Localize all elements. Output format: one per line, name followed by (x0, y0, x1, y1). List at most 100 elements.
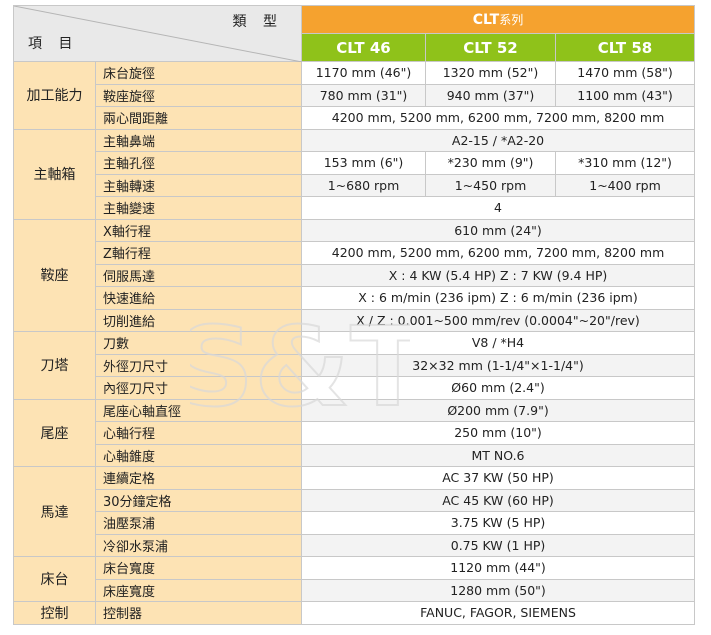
table-row: 30分鐘定格 AC 45 KW (60 HP) (14, 488, 696, 512)
table-row: 刀塔 刀數 V8 / *H4 (13, 331, 696, 400)
item-label: Z軸行程 (95, 241, 302, 265)
table-row: Z軸行程 4200 mm, 5200 mm, 6200 mm, 7200 mm,… (14, 241, 696, 265)
category-cell: 馬達 (13, 466, 96, 557)
table-row: 外徑刀尺寸 32×32 mm (1-1/4"×1-1/4") (14, 353, 696, 377)
item-label: 主軸變速 (95, 196, 302, 220)
diagonal-divider (14, 6, 302, 62)
spec-table: 類 型 項 目 CLT系列 CLT 46 CLT 52 CLT 58 加工能力 … (13, 5, 696, 625)
table-row: 心軸行程 250 mm (10") (14, 421, 696, 445)
table-row: 內徑刀尺寸 Ø60 mm (2.4") (14, 376, 696, 400)
table-row: 油壓泵浦 3.75 KW (5 HP) (14, 511, 696, 535)
series-suffix: 系列 (499, 13, 524, 27)
table-row: 冷卻水泵浦 0.75 KW (1 HP) (14, 533, 696, 557)
category-cell: 刀塔 (13, 331, 96, 400)
value-cell: *230 mm (9") (425, 151, 556, 175)
table-row: 加工能力 床台旋徑 1170 mm (46") 1320 mm (52") 14… (13, 61, 696, 130)
table-row: 床台 床台寬度 1120 mm (44") (13, 556, 696, 602)
item-label: 心軸錐度 (95, 443, 302, 467)
value-cell: 4200 mm, 5200 mm, 6200 mm, 7200 mm, 8200… (300, 106, 696, 130)
model-header-clt58: CLT 58 (554, 33, 696, 62)
type-label: 類 型 (232, 14, 283, 30)
item-label: X軸行程 (95, 218, 302, 242)
table-row: 切削進給 X / Z : 0.001~500 mm/rev (0.0004"~2… (14, 308, 696, 332)
series-prefix: CLT (472, 12, 500, 28)
item-label: 冷卻水泵浦 (95, 533, 302, 557)
value-cell: 1470 mm (58") (554, 61, 696, 85)
header-corner-cell: 類 型 項 目 (13, 5, 302, 62)
item-label: 外徑刀尺寸 (95, 353, 302, 377)
item-label: 尾座心軸直徑 (95, 398, 302, 422)
item-label: 伺服馬達 (95, 263, 302, 287)
item-label: 切削進給 (95, 308, 302, 332)
value-cell: A2-15 / *A2-20 (300, 128, 696, 152)
value-cell: 153 mm (6") (301, 151, 426, 175)
value-cell: 250 mm (10") (300, 421, 696, 445)
item-label: 油壓泵浦 (95, 511, 302, 535)
value-cell: 1280 mm (50") (300, 578, 696, 602)
header-row-series: 類 型 項 目 CLT系列 (13, 5, 696, 62)
value-cell: 4 (300, 196, 696, 220)
item-label: 主軸孔徑 (95, 151, 302, 175)
table-row: 主軸轉速 1~680 rpm 1~450 rpm 1~400 rpm (14, 173, 696, 197)
value-cell: 1~400 rpm (554, 173, 696, 197)
category-cell: 床台 (13, 556, 96, 602)
table-row: 控制 控制器 FANUC, FAGOR, SIEMENS (13, 601, 696, 625)
category-cell: 主軸箱 (13, 128, 96, 220)
item-label: 床座寬度 (95, 578, 302, 602)
value-cell: 780 mm (31") (301, 83, 426, 107)
table-row: 主軸箱 主軸鼻端 A2-15 / *A2-20 (13, 128, 696, 220)
series-header: CLT系列 (300, 5, 696, 34)
value-cell: AC 37 KW (50 HP) (300, 466, 696, 490)
value-cell: 32×32 mm (1-1/4"×1-1/4") (300, 353, 696, 377)
value-cell: MT NO.6 (300, 443, 696, 467)
table-row: 鞍座 X軸行程 610 mm (24") (13, 218, 696, 332)
table-row: 馬達 連續定格 AC 37 KW (50 HP) (13, 466, 696, 557)
item-label: 床台旋徑 (95, 61, 302, 85)
value-cell: 940 mm (37") (425, 83, 556, 107)
category-cell: 鞍座 (13, 218, 96, 332)
model-header-clt52: CLT 52 (425, 33, 556, 62)
item-label: 兩心間距離 (95, 106, 302, 130)
item-label: 內徑刀尺寸 (95, 376, 302, 400)
value-cell: 1~450 rpm (425, 173, 556, 197)
item-label: 主軸鼻端 (95, 128, 302, 152)
table-row: 伺服馬達 X : 4 KW (5.4 HP) Z : 7 KW (9.4 HP) (14, 263, 696, 287)
value-cell: 0.75 KW (1 HP) (300, 533, 696, 557)
item-label: 連續定格 (95, 466, 302, 490)
value-cell: X : 6 m/min (236 ipm) Z : 6 m/min (236 i… (300, 286, 696, 310)
item-label: 快速進給 (95, 286, 302, 310)
table-row: 心軸錐度 MT NO.6 (14, 443, 696, 467)
item-label: 30分鐘定格 (95, 488, 302, 512)
value-cell: 1100 mm (43") (554, 83, 696, 107)
item-label: 刀數 (95, 331, 302, 355)
item-label: 主軸轉速 (95, 173, 302, 197)
item-label: 鞍座旋徑 (95, 83, 302, 107)
table-row: 主軸變速 4 (14, 196, 696, 220)
value-cell: X / Z : 0.001~500 mm/rev (0.0004"~20"/re… (300, 308, 696, 332)
value-cell: FANUC, FAGOR, SIEMENS (300, 601, 696, 625)
category-cell: 尾座 (13, 398, 96, 467)
model-header-clt46: CLT 46 (301, 33, 426, 62)
value-cell: *310 mm (12") (554, 151, 696, 175)
value-cell: 1170 mm (46") (301, 61, 426, 85)
value-cell: Ø200 mm (7.9") (300, 398, 696, 422)
category-cell: 控制 (13, 601, 96, 625)
value-cell: 3.75 KW (5 HP) (300, 511, 696, 535)
value-cell: 4200 mm, 5200 mm, 6200 mm, 7200 mm, 8200… (300, 241, 696, 265)
table-row: 快速進給 X : 6 m/min (236 ipm) Z : 6 m/min (… (14, 286, 696, 310)
table-row: 尾座 尾座心軸直徑 Ø200 mm (7.9") (13, 398, 696, 467)
category-cell: 加工能力 (13, 61, 96, 130)
item-label: 心軸行程 (95, 421, 302, 445)
value-cell: 1~680 rpm (301, 173, 426, 197)
value-cell: V8 / *H4 (300, 331, 696, 355)
item-label: 床台寬度 (95, 556, 302, 580)
value-cell: 1120 mm (44") (300, 556, 696, 580)
value-cell: X : 4 KW (5.4 HP) Z : 7 KW (9.4 HP) (300, 263, 696, 287)
table-row: 鞍座旋徑 780 mm (31") 940 mm (37") 1100 mm (… (14, 83, 696, 107)
table-row: 床座寬度 1280 mm (50") (14, 578, 696, 602)
value-cell: 610 mm (24") (300, 218, 696, 242)
header-row-models: CLT 46 CLT 52 CLT 58 (14, 33, 696, 62)
table-row: 主軸孔徑 153 mm (6") *230 mm (9") *310 mm (1… (14, 151, 696, 175)
item-label: 控制器 (95, 601, 302, 625)
value-cell: AC 45 KW (60 HP) (300, 488, 696, 512)
